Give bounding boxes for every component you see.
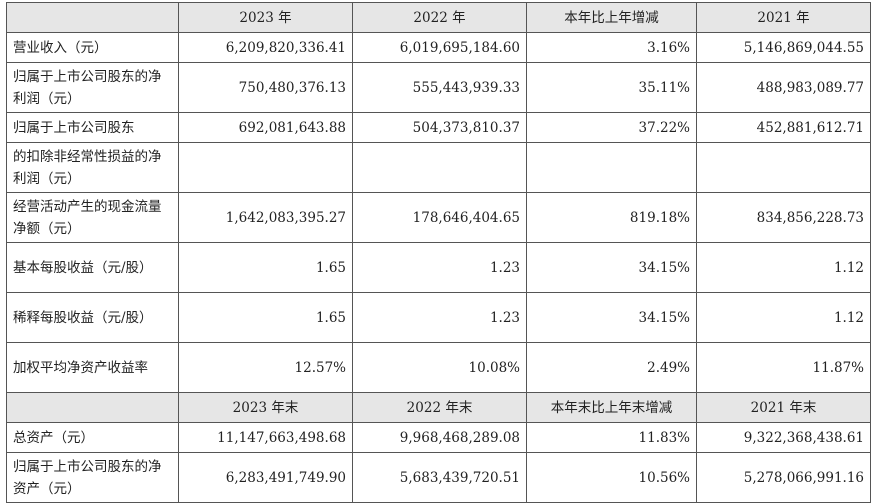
row-label: 加权平均净资产收益率 <box>6 342 179 393</box>
table-cell: 10.08% <box>352 342 527 393</box>
table-cell: 35.11% <box>526 62 697 113</box>
header-row-year-end: 2023 年末 2022 年末 本年末比上年末增减 2021 年末 <box>6 392 871 423</box>
row-label: 归属于上市公司股东的净利润（元） <box>6 62 179 113</box>
financial-summary-table: 2023 年 2022 年 本年比上年增减 2021 年 营业收入（元） 6,2… <box>6 2 871 503</box>
table-cell: 9,968,468,289.08 <box>352 422 527 453</box>
header-cell <box>6 392 179 423</box>
table-cell: 2.49% <box>526 342 697 393</box>
table-cell <box>352 142 527 193</box>
header-cell: 2021 年末 <box>696 392 871 423</box>
table-cell: 504,373,810.37 <box>352 112 527 143</box>
table-cell: 10.56% <box>526 452 697 503</box>
header-cell: 2022 年末 <box>352 392 527 423</box>
row-label: 的扣除非经常性损益的净利润（元） <box>6 142 179 193</box>
table-cell: 750,480,376.13 <box>178 62 353 113</box>
table-cell: 5,146,869,044.55 <box>696 32 871 63</box>
table-cell: 1.23 <box>352 242 527 293</box>
table-row: 归属于上市公司股东的净资产（元） 6,283,491,749.90 5,683,… <box>6 452 871 503</box>
table-cell: 11.83% <box>526 422 697 453</box>
row-label: 总资产（元） <box>6 422 179 453</box>
table-cell: 1.12 <box>696 242 871 293</box>
table-cell: 11,147,663,498.68 <box>178 422 353 453</box>
header-cell: 本年末比上年末增减 <box>526 392 697 423</box>
row-label: 归属于上市公司股东的净资产（元） <box>6 452 179 503</box>
table-row: 营业收入（元） 6,209,820,336.41 6,019,695,184.6… <box>6 32 871 63</box>
header-cell <box>6 2 179 33</box>
header-cell: 2023 年 <box>178 2 353 33</box>
table-cell: 488,983,089.77 <box>696 62 871 113</box>
table-cell: 1.23 <box>352 292 527 343</box>
table-row: 归属于上市公司股东的净利润（元） 750,480,376.13 555,443,… <box>6 62 871 113</box>
table-row: 归属于上市公司股东 692,081,643.88 504,373,810.37 … <box>6 112 871 143</box>
table-cell: 1.65 <box>178 292 353 343</box>
table-cell: 5,683,439,720.51 <box>352 452 527 503</box>
row-label: 归属于上市公司股东 <box>6 112 179 143</box>
table-cell: 34.15% <box>526 242 697 293</box>
table-cell: 11.87% <box>696 342 871 393</box>
row-label: 经营活动产生的现金流量净额（元） <box>6 192 179 243</box>
table-row: 基本每股收益（元/股） 1.65 1.23 34.15% 1.12 <box>6 242 871 293</box>
table-row: 加权平均净资产收益率 12.57% 10.08% 2.49% 11.87% <box>6 342 871 393</box>
table-cell: 834,856,228.73 <box>696 192 871 243</box>
table-cell: 6,019,695,184.60 <box>352 32 527 63</box>
table-cell <box>696 142 871 193</box>
header-cell: 2021 年 <box>696 2 871 33</box>
table-row: 稀释每股收益（元/股） 1.65 1.23 34.15% 1.12 <box>6 292 871 343</box>
table-cell: 37.22% <box>526 112 697 143</box>
header-cell: 2023 年末 <box>178 392 353 423</box>
table-cell: 12.57% <box>178 342 353 393</box>
table-row: 总资产（元） 11,147,663,498.68 9,968,468,289.0… <box>6 422 871 453</box>
table-cell: 3.16% <box>526 32 697 63</box>
table-cell: 1,642,083,395.27 <box>178 192 353 243</box>
row-label: 营业收入（元） <box>6 32 179 63</box>
header-cell: 2022 年 <box>352 2 527 33</box>
table-cell: 1.65 <box>178 242 353 293</box>
header-row-years: 2023 年 2022 年 本年比上年增减 2021 年 <box>6 2 871 33</box>
table-cell: 178,646,404.65 <box>352 192 527 243</box>
table-cell: 692,081,643.88 <box>178 112 353 143</box>
table-cell: 819.18% <box>526 192 697 243</box>
table-cell: 555,443,939.33 <box>352 62 527 113</box>
header-cell: 本年比上年增减 <box>526 2 697 33</box>
table-cell: 6,283,491,749.90 <box>178 452 353 503</box>
table-cell <box>526 142 697 193</box>
row-label: 基本每股收益（元/股） <box>6 242 179 293</box>
table-row: 的扣除非经常性损益的净利润（元） <box>6 142 871 193</box>
table-cell: 34.15% <box>526 292 697 343</box>
table-row: 经营活动产生的现金流量净额（元） 1,642,083,395.27 178,64… <box>6 192 871 243</box>
table-cell <box>178 142 353 193</box>
table-cell: 1.12 <box>696 292 871 343</box>
row-label: 稀释每股收益（元/股） <box>6 292 179 343</box>
table-cell: 5,278,066,991.16 <box>696 452 871 503</box>
table-cell: 9,322,368,438.61 <box>696 422 871 453</box>
table-cell: 452,881,612.71 <box>696 112 871 143</box>
table-cell: 6,209,820,336.41 <box>178 32 353 63</box>
